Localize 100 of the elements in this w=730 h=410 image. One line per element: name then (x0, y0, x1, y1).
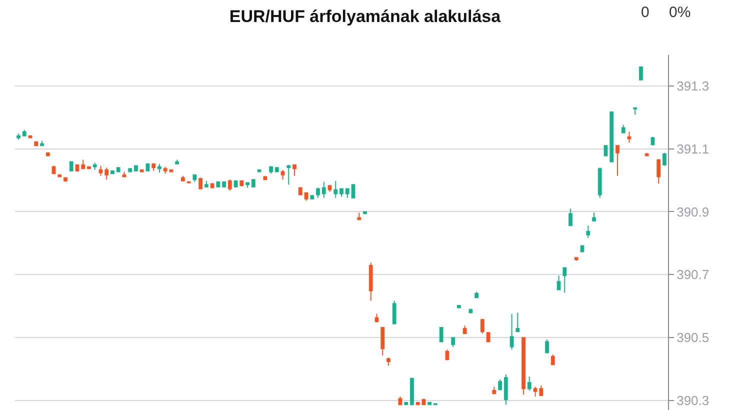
candlestick (550, 354, 555, 366)
candlestick (462, 325, 467, 334)
candlestick (486, 332, 490, 342)
candlestick (122, 171, 126, 178)
candlestick (574, 257, 578, 262)
candlestick (380, 327, 385, 356)
candlestick (545, 339, 549, 354)
candlestick (416, 402, 420, 406)
candlestick (656, 159, 661, 184)
candlestick (128, 168, 132, 172)
candlestick (204, 180, 208, 188)
candlestick (468, 308, 473, 314)
candlestick (334, 180, 338, 198)
candlestick (216, 181, 220, 188)
y-tick-label: 391.3 (676, 78, 710, 94)
candlestick (316, 187, 320, 198)
candlestick (504, 374, 508, 406)
candlestick (269, 166, 273, 174)
candlestick (428, 402, 432, 406)
candlestick (351, 184, 356, 198)
candlestick (198, 177, 202, 190)
candlestick (340, 188, 344, 198)
candlestick (522, 337, 526, 396)
y-tick-label: 390.9 (676, 204, 710, 220)
candlestick (22, 129, 26, 136)
candlestick (292, 164, 296, 176)
candlestick (457, 305, 461, 308)
candlestick (210, 183, 214, 188)
candlestick (404, 402, 408, 406)
candlestick (222, 181, 226, 188)
candlestick (510, 313, 514, 350)
candlestick (286, 164, 291, 186)
candlestick (58, 174, 62, 178)
candlestick (357, 212, 362, 220)
text: 0% (669, 4, 691, 21)
candlestick (310, 195, 314, 200)
candlestick (246, 182, 250, 188)
candlestick (398, 396, 402, 406)
candlestick (527, 376, 532, 391)
candlestick (627, 131, 632, 144)
candlestick (274, 167, 279, 172)
candlestick (374, 313, 379, 324)
candlestick (240, 180, 244, 186)
candlestick (175, 159, 180, 164)
candlestick (328, 185, 332, 192)
candlestick (386, 356, 390, 366)
candlestick (392, 300, 396, 324)
candlestick (152, 163, 156, 172)
y-tick-label: 390.5 (676, 330, 710, 346)
candlestick (562, 267, 567, 294)
candlestick (616, 145, 620, 176)
candlestick (158, 163, 162, 174)
candlestick (451, 337, 456, 348)
candlestick (662, 152, 666, 166)
candlestick (556, 275, 561, 290)
candlestick (410, 377, 414, 406)
candlestick (498, 378, 502, 391)
candlestick (140, 169, 144, 172)
candlestick (568, 208, 572, 226)
candlestick (492, 386, 496, 394)
candlestick (480, 318, 484, 334)
candlestick (64, 177, 68, 182)
candlestick (368, 262, 373, 302)
candlestick (516, 312, 520, 332)
candlestick (116, 167, 120, 172)
candlestick (539, 384, 544, 396)
candlestick (46, 152, 50, 156)
chart-title: EUR/HUF árfolyamának alakulása (229, 7, 502, 26)
candlestick (592, 212, 596, 222)
candlestick (345, 188, 350, 198)
candlestick (251, 179, 256, 188)
candlestick (439, 327, 444, 342)
candlestick (16, 133, 20, 140)
y-tick-label: 390.7 (676, 267, 710, 282)
candlestick (81, 159, 86, 170)
candlestick (639, 66, 643, 80)
candlestick (322, 181, 326, 198)
candlestick (104, 167, 109, 180)
candlestick (621, 124, 626, 134)
text: 0 (641, 4, 650, 21)
candlestick (280, 169, 285, 180)
candlestick (474, 291, 478, 298)
candlestick (586, 225, 590, 238)
candlestick (163, 166, 168, 174)
candlestick (228, 179, 232, 192)
candlestick (146, 163, 150, 172)
candlestick (40, 140, 44, 146)
candlestick (181, 175, 185, 182)
candlestick (298, 187, 302, 196)
candlestick (263, 175, 268, 180)
y-tick-label: 391.1 (676, 141, 710, 156)
candlestick (98, 165, 103, 176)
candlestick (34, 141, 38, 146)
candlestick (533, 386, 538, 397)
y-tick-label: 390.3 (676, 393, 710, 408)
candlestick (134, 165, 138, 172)
candlestick (87, 166, 91, 170)
candlestick (69, 161, 74, 172)
candlestick (610, 111, 614, 162)
candlestick (598, 167, 602, 198)
